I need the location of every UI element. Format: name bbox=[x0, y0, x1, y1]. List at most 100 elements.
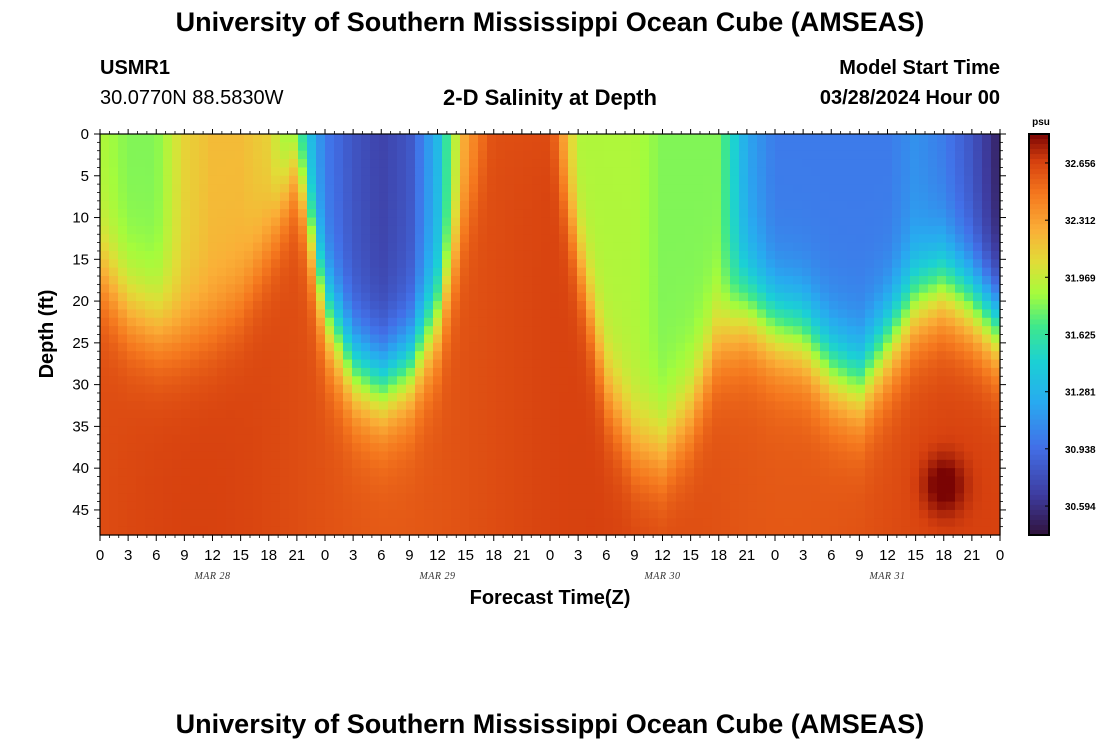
heatmap-cell bbox=[325, 209, 335, 219]
heatmap-cell bbox=[307, 351, 317, 361]
heatmap-cell bbox=[541, 301, 551, 311]
heatmap-cell bbox=[721, 418, 731, 427]
heatmap-cell bbox=[721, 392, 731, 402]
heatmap-cell bbox=[766, 426, 776, 436]
heatmap-cell bbox=[541, 451, 551, 461]
heatmap-cell bbox=[388, 209, 398, 219]
heatmap-cell bbox=[127, 384, 137, 394]
heatmap-cell bbox=[910, 476, 920, 486]
heatmap-cell bbox=[289, 142, 299, 152]
heatmap-cell bbox=[514, 401, 524, 411]
heatmap-cell bbox=[919, 426, 929, 436]
heatmap-cell bbox=[640, 184, 650, 194]
heatmap-cell bbox=[442, 342, 452, 352]
heatmap-cell bbox=[910, 418, 920, 427]
heatmap-cell bbox=[505, 292, 515, 302]
heatmap-cell bbox=[730, 468, 740, 478]
heatmap-cell bbox=[703, 376, 713, 386]
heatmap-cell bbox=[550, 284, 560, 294]
heatmap-cell bbox=[172, 192, 182, 202]
heatmap-cell bbox=[298, 259, 308, 269]
heatmap-cell bbox=[235, 159, 245, 169]
heatmap-cell bbox=[622, 484, 632, 494]
heatmap-cell bbox=[163, 259, 173, 269]
heatmap-cell bbox=[793, 359, 803, 369]
heatmap-cell bbox=[109, 242, 119, 252]
heatmap-cell bbox=[577, 184, 587, 194]
heatmap-cell bbox=[244, 192, 254, 202]
heatmap-cell bbox=[757, 451, 767, 461]
heatmap-cell bbox=[559, 426, 569, 436]
heatmap-cell bbox=[361, 518, 371, 528]
heatmap-cell bbox=[856, 384, 866, 394]
heatmap-cell bbox=[136, 142, 146, 152]
heatmap-cell bbox=[496, 292, 506, 302]
heatmap-cell bbox=[649, 134, 659, 143]
heatmap-cell bbox=[946, 142, 956, 152]
heatmap-cell bbox=[487, 167, 497, 177]
heatmap-cell bbox=[370, 184, 380, 194]
heatmap-cell bbox=[235, 443, 245, 453]
heatmap-cell bbox=[154, 493, 164, 503]
heatmap-cell bbox=[991, 459, 1001, 469]
heatmap-cell bbox=[568, 259, 578, 269]
heatmap-cell bbox=[325, 401, 335, 411]
heatmap-cell bbox=[982, 317, 992, 327]
heatmap-cell bbox=[100, 250, 110, 260]
heatmap-cell bbox=[154, 159, 164, 169]
heatmap-cell bbox=[451, 217, 461, 227]
heatmap-cell bbox=[604, 351, 614, 361]
heatmap-cell bbox=[496, 518, 506, 528]
heatmap-cell bbox=[874, 443, 884, 453]
x-tick-label: 18 bbox=[935, 547, 952, 564]
heatmap-cell bbox=[388, 175, 398, 185]
heatmap-cell bbox=[568, 418, 578, 427]
heatmap-cell bbox=[712, 384, 722, 394]
heatmap-cell bbox=[154, 242, 164, 252]
heatmap-cell bbox=[766, 317, 776, 327]
heatmap-cell bbox=[784, 376, 794, 386]
heatmap-cell bbox=[235, 276, 245, 285]
heatmap-cell bbox=[352, 367, 362, 377]
heatmap-cell bbox=[541, 526, 551, 536]
heatmap-cell bbox=[604, 384, 614, 394]
heatmap-cell bbox=[865, 225, 875, 235]
heatmap-cell bbox=[766, 175, 776, 185]
heatmap-cell bbox=[271, 392, 281, 402]
heatmap-cell bbox=[802, 142, 812, 152]
heatmap-cell bbox=[100, 493, 110, 503]
heatmap-cell bbox=[685, 459, 695, 469]
heatmap-cell bbox=[307, 250, 317, 260]
heatmap-cell bbox=[460, 501, 470, 511]
heatmap-cell bbox=[370, 468, 380, 478]
heatmap-cell bbox=[694, 376, 704, 386]
heatmap-cell bbox=[235, 484, 245, 494]
heatmap-cell bbox=[757, 434, 767, 444]
heatmap-cell bbox=[487, 342, 497, 352]
heatmap-cell bbox=[388, 317, 398, 327]
heatmap-cell bbox=[568, 426, 578, 436]
heatmap-cell bbox=[496, 459, 506, 469]
heatmap-cell bbox=[946, 267, 956, 277]
heatmap-cell bbox=[622, 276, 632, 285]
heatmap-cell bbox=[802, 342, 812, 352]
heatmap-cell bbox=[703, 342, 713, 352]
heatmap-cell bbox=[865, 259, 875, 269]
heatmap-cell bbox=[955, 225, 965, 235]
heatmap-cell bbox=[514, 409, 524, 419]
heatmap-cell bbox=[847, 134, 857, 143]
heatmap-cell bbox=[523, 509, 533, 519]
heatmap-cell bbox=[217, 217, 227, 227]
heatmap-cell bbox=[964, 401, 974, 411]
heatmap-cell bbox=[523, 267, 533, 277]
heatmap-cell bbox=[199, 359, 209, 369]
heatmap-cell bbox=[901, 250, 911, 260]
heatmap-cell bbox=[775, 184, 785, 194]
x-tick-label: 21 bbox=[739, 547, 756, 564]
heatmap-cell bbox=[397, 267, 407, 277]
heatmap-cell bbox=[982, 259, 992, 269]
heatmap-cell bbox=[496, 200, 506, 210]
heatmap-cell bbox=[181, 209, 191, 219]
heatmap-cell bbox=[703, 476, 713, 486]
heatmap-cell bbox=[982, 392, 992, 402]
